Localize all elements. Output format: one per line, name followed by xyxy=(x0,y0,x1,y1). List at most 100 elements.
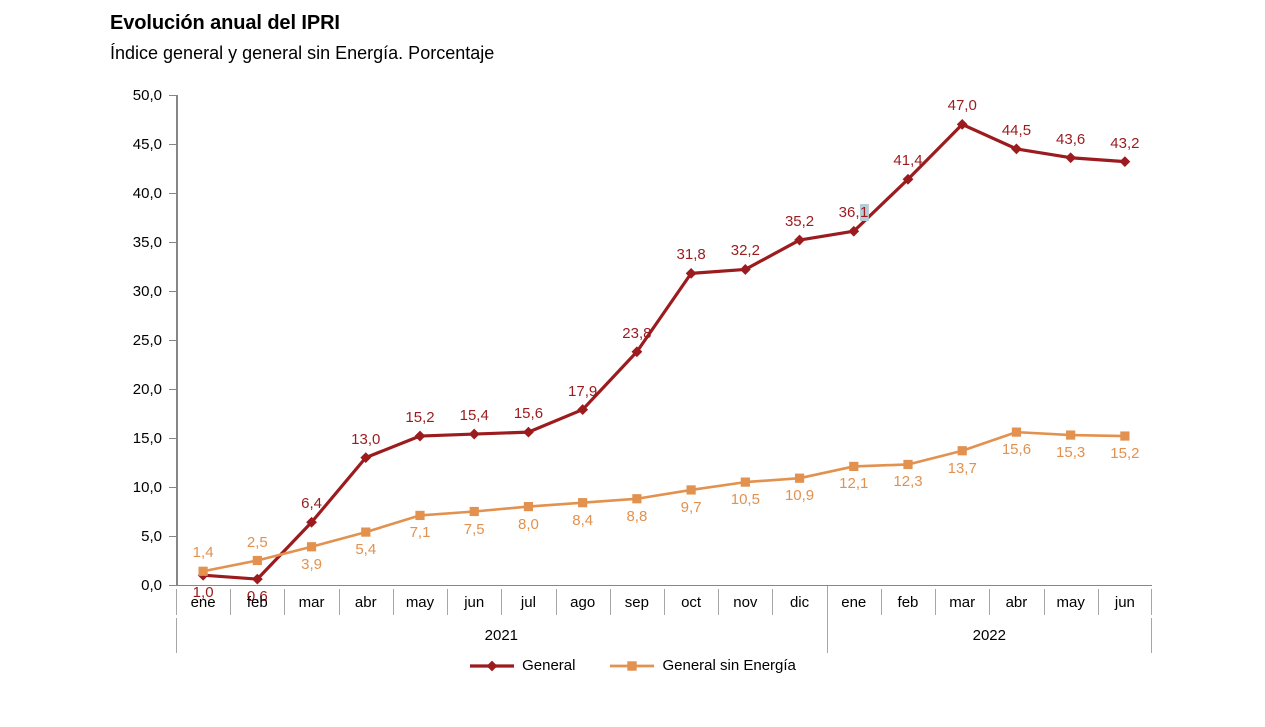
data-point-marker xyxy=(631,346,643,358)
data-label: 15,3 xyxy=(1056,444,1086,462)
data-label: 9,7 xyxy=(680,498,702,516)
x-axis-month-separator xyxy=(1043,589,1045,615)
data-label: 15,6 xyxy=(1001,441,1032,459)
data-point-marker xyxy=(1011,427,1022,437)
x-axis-month-separator xyxy=(284,589,286,615)
data-label: 12,3 xyxy=(893,473,923,491)
y-axis-tick xyxy=(169,585,177,586)
x-axis-month-band: ene feb mar abr may jun jul ago sep oct nov dic ene f… xyxy=(176,586,1152,618)
x-axis-month-separator xyxy=(609,589,611,615)
x-axis-month-label: dic xyxy=(789,593,810,611)
y-axis-line xyxy=(176,95,178,586)
data-point-marker xyxy=(252,555,262,566)
x-axis-month-separator xyxy=(501,589,503,615)
data-point-marker xyxy=(794,234,805,246)
y-axis-tick-label: 30,0 xyxy=(132,283,162,300)
data-point-marker xyxy=(1120,431,1130,441)
page-subtitle: Índice general y general sin Energía. Po… xyxy=(110,43,495,63)
x-axis-month-label: abr xyxy=(1005,593,1028,611)
data-point-marker xyxy=(251,573,263,585)
data-point-marker xyxy=(739,264,751,275)
x-axis-month-label: feb xyxy=(246,593,268,611)
y-axis-tick xyxy=(169,438,177,439)
x-axis-band-edge xyxy=(176,618,177,653)
selected-text-highlight: 1 xyxy=(859,204,869,222)
y-axis-tick-label: 20,0 xyxy=(132,381,162,398)
x-axis-month-label: mar xyxy=(949,593,976,611)
x-axis-band-edge xyxy=(176,589,177,615)
data-label: 7,5 xyxy=(463,520,485,538)
series-general xyxy=(197,119,1131,585)
data-label: 1,0 xyxy=(192,584,214,602)
legend-label: General xyxy=(522,657,576,674)
y-axis-tick xyxy=(169,193,177,194)
data-label: 8,0 xyxy=(518,515,539,533)
x-axis-month-label: feb xyxy=(897,593,919,611)
x-axis-month-label: may xyxy=(405,593,435,611)
data-label: 44,5 xyxy=(1001,121,1032,139)
data-label: 32,2 xyxy=(730,242,760,260)
data-point-marker xyxy=(1119,156,1131,168)
x-axis-line xyxy=(176,585,1152,586)
data-point-marker xyxy=(685,267,697,279)
data-label: 41,4 xyxy=(893,152,923,170)
series-lines xyxy=(197,119,1131,585)
y-axis-tick-label: 50,0 xyxy=(132,87,162,104)
x-axis-month-label: jul xyxy=(520,593,536,611)
data-label: 43,6 xyxy=(1056,130,1086,148)
data-point-marker xyxy=(469,506,479,517)
data-label: 35,2 xyxy=(784,213,815,231)
data-label: 10,9 xyxy=(784,487,815,505)
x-axis-month-label: ene xyxy=(190,593,216,611)
x-axis-month-separator xyxy=(989,589,991,615)
diamond-marker-icon xyxy=(470,660,515,671)
x-axis-month-label: nov xyxy=(733,593,758,611)
x-axis-month-label: mar xyxy=(298,593,325,611)
data-point-marker xyxy=(361,527,371,537)
data-label: 15,6 xyxy=(513,405,544,423)
data-point-marker xyxy=(686,485,696,495)
data-label: 17,9 xyxy=(568,382,598,400)
y-axis-tick-label: 5,0 xyxy=(141,528,162,545)
data-label: 15,2 xyxy=(405,409,435,427)
data-point-marker xyxy=(414,430,426,442)
x-axis-year-separator xyxy=(826,586,828,653)
x-axis-month-separator xyxy=(230,589,232,615)
data-label: 13,7 xyxy=(947,459,977,477)
y-axis-tick-label: 35,0 xyxy=(132,234,162,251)
y-axis-tick xyxy=(169,242,177,243)
data-label: 0,6 xyxy=(246,588,268,606)
data-label: 1,4 xyxy=(192,544,214,562)
x-axis-month-separator xyxy=(555,589,557,615)
data-point-marker xyxy=(848,225,860,237)
data-label: 8,4 xyxy=(572,511,594,529)
legend-item-general-sin-energia[interactable]: General sin Energía xyxy=(609,657,796,674)
legend-item-general[interactable]: General xyxy=(469,657,575,674)
data-point-marker xyxy=(523,426,534,438)
x-axis-month-separator xyxy=(880,589,882,615)
data-point-marker xyxy=(577,404,589,415)
data-label: 47,0 xyxy=(947,97,977,115)
y-axis-tick-label: 15,0 xyxy=(132,430,162,447)
plot-area xyxy=(176,95,1152,585)
data-point-marker xyxy=(849,461,859,472)
data-point-marker xyxy=(198,566,208,576)
data-point-marker xyxy=(523,502,534,512)
data-point-marker xyxy=(468,428,480,440)
data-point-marker xyxy=(740,477,750,487)
data-label: 12,1 xyxy=(839,475,869,493)
y-axis-tick xyxy=(169,95,177,96)
data-label-selected: 36,1 xyxy=(838,204,869,222)
y-axis-tick-label: 10,0 xyxy=(132,479,162,496)
y-axis-tick xyxy=(169,144,177,145)
y-axis-tick-label: 40,0 xyxy=(132,185,162,202)
data-label: 2,5 xyxy=(246,533,268,551)
series-line xyxy=(201,430,1127,573)
x-axis-month-label: jun xyxy=(464,593,485,611)
x-axis-month-separator xyxy=(664,589,665,615)
data-point-marker xyxy=(902,173,914,185)
x-axis-month-separator xyxy=(772,589,774,615)
data-point-marker xyxy=(415,510,425,521)
chart-legend: General General sin Energía xyxy=(0,657,1265,674)
